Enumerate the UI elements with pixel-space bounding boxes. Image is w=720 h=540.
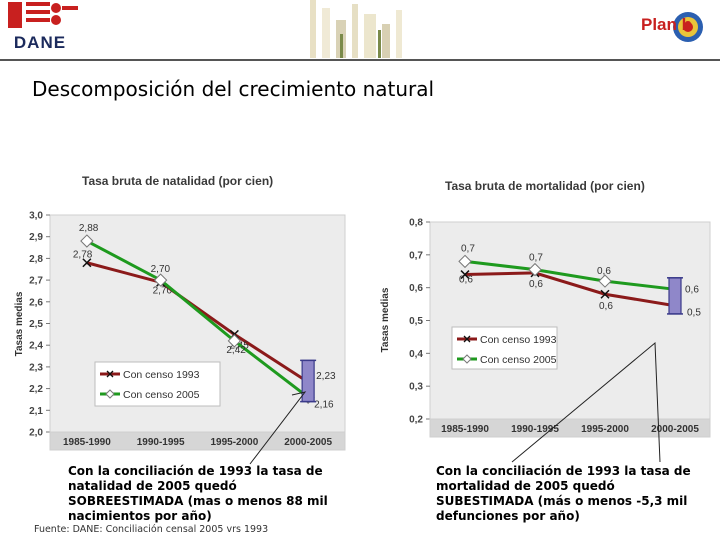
source-note: Fuente: DANE: Conciliación censal 2005 v… — [34, 524, 269, 535]
y-tick-label: 0,7 — [409, 250, 423, 261]
data-point — [528, 262, 542, 277]
data-label: 2,42 — [226, 345, 246, 356]
difference-marker — [668, 277, 682, 315]
data-label: 2,70 — [151, 264, 171, 275]
data-point — [82, 258, 92, 268]
series-line-1993 — [86, 261, 309, 384]
y-tick-label: 2,6 — [29, 297, 43, 308]
series-line-2005 — [464, 259, 676, 291]
data-label: 0,6 — [529, 279, 543, 290]
mortality-chart: Tasa bruta de mortalidad (por cien) Tasas… — [380, 179, 711, 438]
dane-logo — [8, 2, 78, 28]
difference-marker — [301, 359, 315, 403]
legend-marker — [106, 370, 114, 378]
x-tick-label: 1995-2000 — [581, 424, 629, 435]
legend-label: Con censo 2005 — [480, 354, 557, 366]
data-point — [458, 254, 472, 269]
series-line-1993 — [464, 271, 676, 308]
x-tick-label: 1985-1990 — [63, 437, 111, 448]
data-point — [153, 273, 168, 287]
natality-note: Con la conciliación de 1993 la tasa de n… — [68, 464, 328, 523]
legend-label: Con censo 1993 — [123, 369, 200, 381]
y-tick-label: 0,4 — [409, 349, 423, 360]
y-tick-label: 0,3 — [409, 382, 423, 393]
x-tick-label: 2000-2005 — [284, 437, 332, 448]
data-label: 0,6 — [599, 301, 613, 312]
data-label: 0,6 — [597, 266, 611, 277]
legend-label: Con censo 1993 — [480, 334, 557, 346]
plot-area — [429, 221, 711, 420]
data-point — [227, 334, 242, 348]
chart-title: Tasa bruta de natalidad (por cien) — [82, 174, 273, 188]
y-tick-label: 0,5 — [409, 316, 423, 327]
data-label: 2,23 — [316, 371, 336, 382]
legend-label: Con censo 2005 — [123, 389, 200, 401]
y-tick-label: 3,0 — [29, 211, 43, 222]
y-tick-label: 2,9 — [29, 232, 43, 243]
x-tick-label: 1990-1995 — [137, 437, 185, 448]
legend-box — [94, 361, 221, 407]
y-tick-label: 0,8 — [409, 218, 423, 229]
mortality-note: Con la conciliación de 1993 la tasa de m… — [436, 464, 691, 523]
data-label: 0,7 — [461, 243, 475, 254]
x-tick-label: 1990-1995 — [511, 424, 559, 435]
data-label: 0,6 — [459, 275, 473, 286]
header-divider — [0, 59, 720, 61]
y-axis-label: Tasas medias — [380, 287, 391, 352]
y-tick-label: 2,0 — [29, 428, 43, 439]
y-tick-label: 2,3 — [29, 362, 43, 373]
dane-logo-text: DANE — [13, 33, 67, 52]
y-tick-label: 0,2 — [409, 415, 423, 426]
data-point — [598, 274, 612, 288]
data-label: 0,7 — [529, 253, 543, 264]
legend-marker — [105, 389, 115, 399]
page-title: Descomposición del crecimiento natural — [32, 77, 435, 101]
callout-line-right — [511, 341, 661, 463]
plan-b-logo — [673, 12, 703, 42]
plan-b-text: Plan b — [641, 15, 693, 34]
callout-line-left — [249, 391, 307, 465]
y-tick-label: 2,8 — [29, 254, 43, 265]
legend-marker — [462, 354, 472, 364]
y-tick-label: 2,5 — [29, 319, 43, 330]
series-line-2005 — [86, 239, 310, 399]
y-axis-label: Tasas medias — [14, 291, 25, 356]
data-label: 2,78 — [73, 250, 93, 261]
y-tick-label: 0,6 — [409, 283, 423, 294]
natality-chart: Tasa bruta de natalidad (por cien) Tasas … — [14, 174, 346, 451]
x-axis-band — [429, 418, 711, 438]
data-label: 0,5 — [687, 308, 701, 319]
x-tick-label: 2000-2005 — [651, 424, 699, 435]
data-point — [80, 234, 94, 248]
y-tick-label: 2,2 — [29, 384, 43, 395]
data-label: 2,16 — [314, 399, 334, 410]
x-tick-label: 1985-1990 — [441, 424, 489, 435]
data-label: 0,6 — [685, 284, 699, 295]
legend-marker — [463, 335, 471, 343]
y-tick-label: 2,1 — [29, 406, 43, 417]
data-point — [600, 289, 610, 299]
callout-lines — [249, 341, 661, 465]
legend-box — [451, 326, 558, 370]
y-tick-label: 2,4 — [29, 341, 43, 352]
data-point — [460, 270, 470, 280]
x-tick-label: 1995-2000 — [210, 437, 258, 448]
chart-title: Tasa bruta de mortalidad (por cien) — [445, 179, 645, 193]
data-label: 2,70 — [153, 285, 173, 296]
header-decoration — [310, 0, 402, 58]
y-tick-label: 2,7 — [29, 276, 43, 287]
data-label: 2,88 — [79, 223, 99, 234]
